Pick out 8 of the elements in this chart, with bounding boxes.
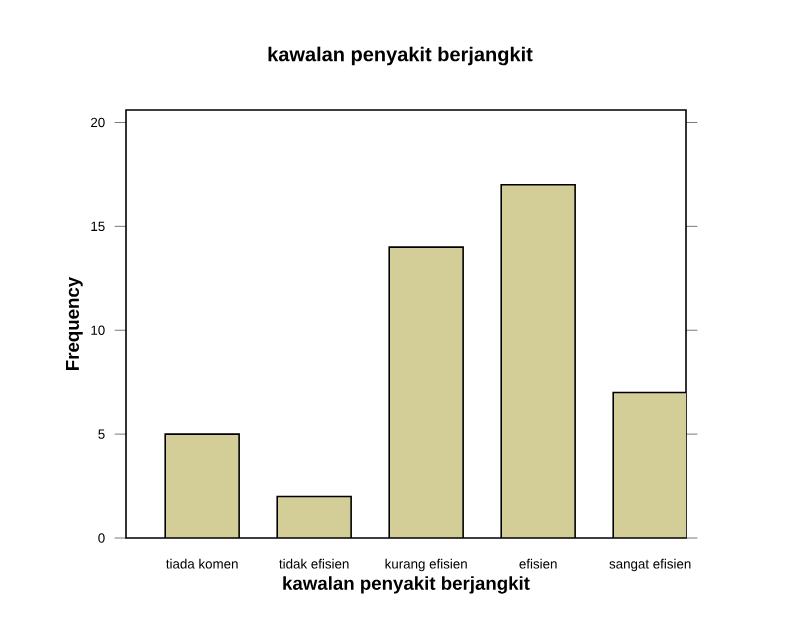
bar [165, 434, 240, 538]
chart-title: kawalan penyakit berjangkit [268, 46, 533, 66]
bar [388, 246, 464, 538]
bar [500, 184, 576, 538]
y-axis-title: Frequency [66, 276, 83, 370]
bar [612, 391, 686, 538]
x-axis-title: kawalan penyakit berjangkit [283, 576, 530, 594]
bar [276, 495, 352, 538]
